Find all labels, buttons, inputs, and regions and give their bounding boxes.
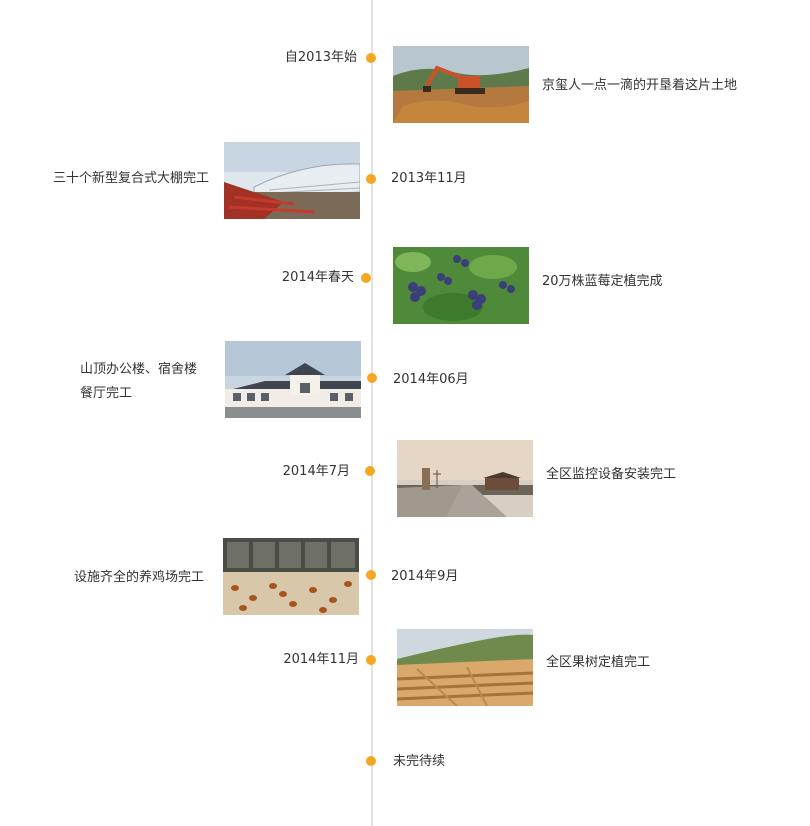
event-desc-4-line1: 山顶办公楼、宿舍楼 <box>80 362 198 377</box>
photo-excavator-land-clearing <box>393 46 529 123</box>
photo-chicken-farm <box>223 538 359 615</box>
event-date-7: 2014年11月 <box>283 652 359 667</box>
event-date-4: 2014年06月 <box>393 372 469 387</box>
event-desc-3: 20万株蓝莓定植完成 <box>542 274 663 289</box>
event-date-5: 2014年7月 <box>282 464 350 479</box>
timeline-dot-8 <box>366 756 376 766</box>
photo-office-building <box>225 341 361 418</box>
timeline-dot-1 <box>366 53 376 63</box>
photo-greenhouses <box>224 142 360 219</box>
event-desc-2: 三十个新型复合式大棚完工 <box>52 171 209 186</box>
event-date-1: 自2013年始 <box>284 50 357 65</box>
event-desc-1: 京玺人一点一滴的开垦着这片土地 <box>542 78 738 93</box>
photo-blueberries <box>393 247 529 324</box>
event-date-2: 2013年11月 <box>391 171 467 186</box>
event-desc-5: 全区监控设备安装完工 <box>546 467 677 482</box>
event-desc-7: 全区果树定植完工 <box>546 655 651 670</box>
timeline-dot-6 <box>366 570 376 580</box>
photo-orchard-field <box>397 629 533 706</box>
timeline-dot-3 <box>361 273 371 283</box>
event-desc-4-line2: 餐厅完工 <box>80 386 133 401</box>
event-desc-6: 设施齐全的养鸡场完工 <box>73 570 204 585</box>
timeline-line <box>371 0 373 826</box>
event-desc-4: 山顶办公楼、宿舍楼 餐厅完工 <box>80 358 220 406</box>
photo-entrance-road <box>397 440 533 517</box>
timeline-dot-2 <box>366 174 376 184</box>
event-date-3: 2014年春天 <box>281 270 354 285</box>
timeline-dot-4 <box>367 373 377 383</box>
timeline-dot-5 <box>365 466 375 476</box>
event-date-6: 2014年9月 <box>391 569 459 584</box>
timeline-dot-7 <box>366 655 376 665</box>
event-date-8: 未完待续 <box>393 754 446 769</box>
